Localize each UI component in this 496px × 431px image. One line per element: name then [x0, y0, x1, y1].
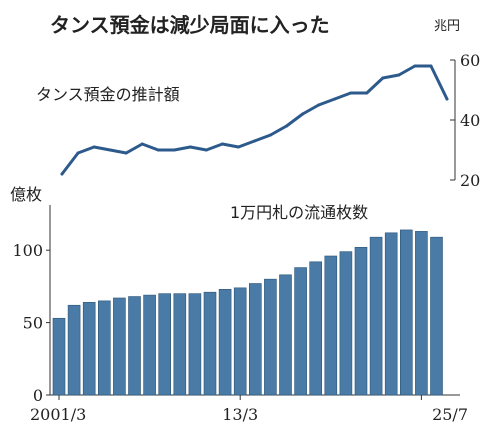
bar — [309, 261, 323, 396]
bar — [324, 255, 338, 396]
bar — [339, 251, 353, 396]
line-point — [397, 73, 401, 77]
bar — [82, 302, 96, 396]
bar — [98, 300, 111, 396]
series-line — [60, 64, 449, 176]
line-point — [333, 97, 337, 101]
line-point — [349, 91, 353, 95]
line-marks — [60, 64, 449, 176]
line-y-tick-label: 40 — [460, 111, 480, 130]
line-point — [445, 97, 449, 101]
figure-title: タンス預金は減少局面に入った — [50, 13, 330, 37]
line-point — [269, 133, 273, 137]
line-chart-title: タンス預金の推計額 — [36, 85, 180, 104]
bar-x-tick-label: 2001/3 — [30, 405, 86, 424]
bar — [143, 294, 156, 396]
bar — [249, 283, 262, 396]
bar-x-tick-label: 13/3 — [222, 405, 258, 424]
bar — [264, 278, 277, 396]
line-point — [156, 148, 160, 152]
bar-y-tick-label: 100 — [12, 241, 43, 260]
line-point — [204, 148, 208, 152]
bar — [158, 293, 171, 396]
bar — [369, 236, 383, 396]
bar — [67, 304, 81, 396]
bar-y-tick-label: 0 — [33, 386, 43, 405]
line-y-tick-label: 60 — [460, 51, 480, 70]
line-y-ticks: 20 40 60 — [450, 51, 480, 190]
line-point — [285, 124, 289, 128]
bar-y-tick-label: 50 — [23, 314, 43, 333]
bar-unit-label: 億枚 — [10, 185, 42, 204]
line-point — [188, 145, 192, 149]
bar — [415, 231, 428, 396]
line-point — [317, 103, 321, 107]
bar — [233, 287, 247, 396]
bar — [430, 236, 443, 396]
line-y-tick-label: 20 — [460, 171, 480, 190]
bar — [203, 291, 217, 396]
line-panel: タンス預金の推計額 兆円 20 40 60 — [36, 19, 480, 190]
line-unit-label: 兆円 — [434, 19, 460, 34]
line-point — [413, 64, 417, 68]
bar — [52, 317, 66, 396]
bar-x-ticks: 2001/3 13/3 25/7 — [30, 395, 468, 424]
bar — [399, 229, 413, 396]
bar — [218, 288, 232, 396]
line-point — [220, 142, 224, 146]
line-point — [253, 139, 256, 143]
line-point — [301, 112, 305, 116]
line-point — [76, 151, 80, 155]
line-point — [365, 91, 369, 95]
line-point — [429, 64, 433, 68]
line-point — [60, 172, 64, 176]
bar — [188, 293, 202, 396]
line-point — [140, 142, 144, 146]
bar-y-ticks: 0 50 100 — [12, 241, 50, 405]
bar — [113, 297, 126, 396]
line-point — [124, 151, 128, 155]
bar — [294, 267, 307, 396]
line-point — [92, 145, 96, 149]
bar — [279, 274, 292, 396]
line-point — [236, 145, 240, 149]
bar-chart-title: 1万円札の流通枚数 — [230, 203, 368, 222]
line-point — [108, 148, 112, 152]
line-point — [172, 148, 176, 152]
bar-panel: 億枚 1万円札の流通枚数 0 50 100 2001/3 13/3 25/7 — [10, 185, 468, 424]
bar — [173, 293, 187, 396]
bar-marks — [52, 229, 443, 396]
line-point — [381, 76, 385, 80]
bar — [128, 296, 141, 396]
bar-x-tick-label: 25/7 — [432, 405, 468, 424]
bar — [384, 232, 398, 396]
bar — [354, 247, 368, 396]
